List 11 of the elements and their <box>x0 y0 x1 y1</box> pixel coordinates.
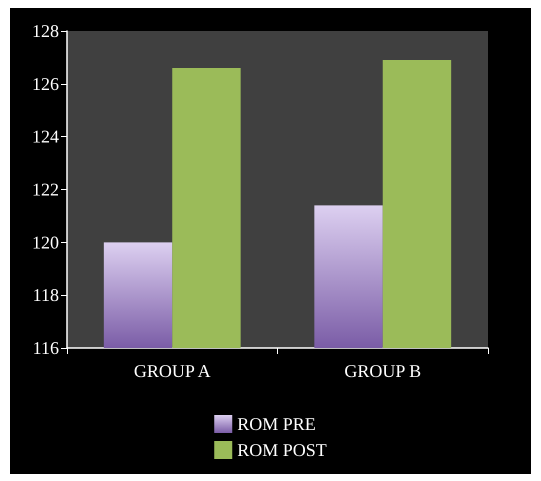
y-tick-label: 118 <box>32 285 59 306</box>
x-tick-label: GROUP A <box>134 361 211 381</box>
legend-label: ROM POST <box>237 440 327 460</box>
legend-label: ROM PRE <box>237 414 316 434</box>
y-tick-label: 124 <box>32 126 59 147</box>
y-tick-label: 122 <box>32 180 59 200</box>
y-tick-label: 126 <box>32 74 59 94</box>
y-tick-label: 128 <box>32 21 59 41</box>
x-tick-label: GROUP B <box>344 361 422 381</box>
y-tick-label: 120 <box>32 232 59 252</box>
y-tick-label: 116 <box>32 338 59 358</box>
